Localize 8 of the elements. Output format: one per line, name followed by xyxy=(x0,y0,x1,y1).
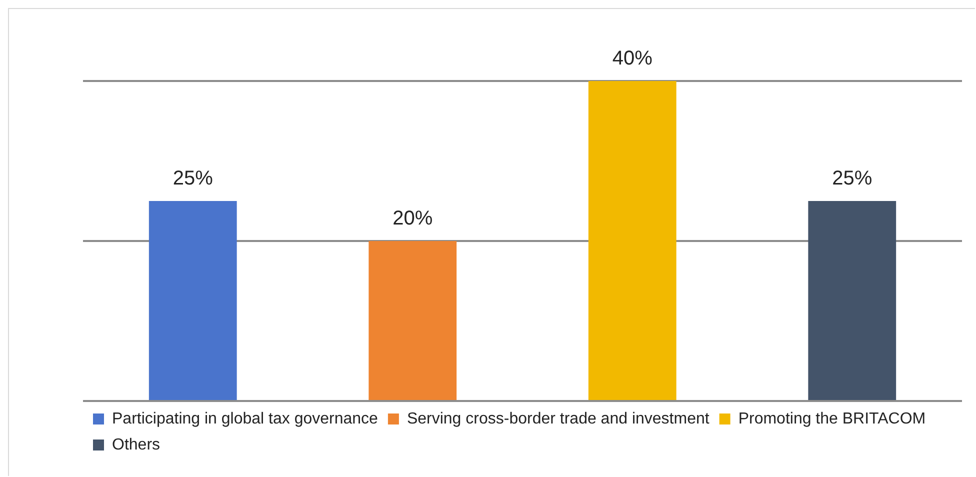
data-label: 25% xyxy=(172,168,214,190)
data-label: 20% xyxy=(392,208,433,230)
data-label: 25% xyxy=(832,168,872,190)
legend-label: Participating in global tax governance xyxy=(112,410,378,428)
data-label: 40% xyxy=(612,48,653,70)
legend-label: Serving cross-border trade and investment xyxy=(406,410,710,428)
legend-label: Others xyxy=(112,436,160,454)
legend-label: Promoting the BRITACOM xyxy=(738,410,926,428)
